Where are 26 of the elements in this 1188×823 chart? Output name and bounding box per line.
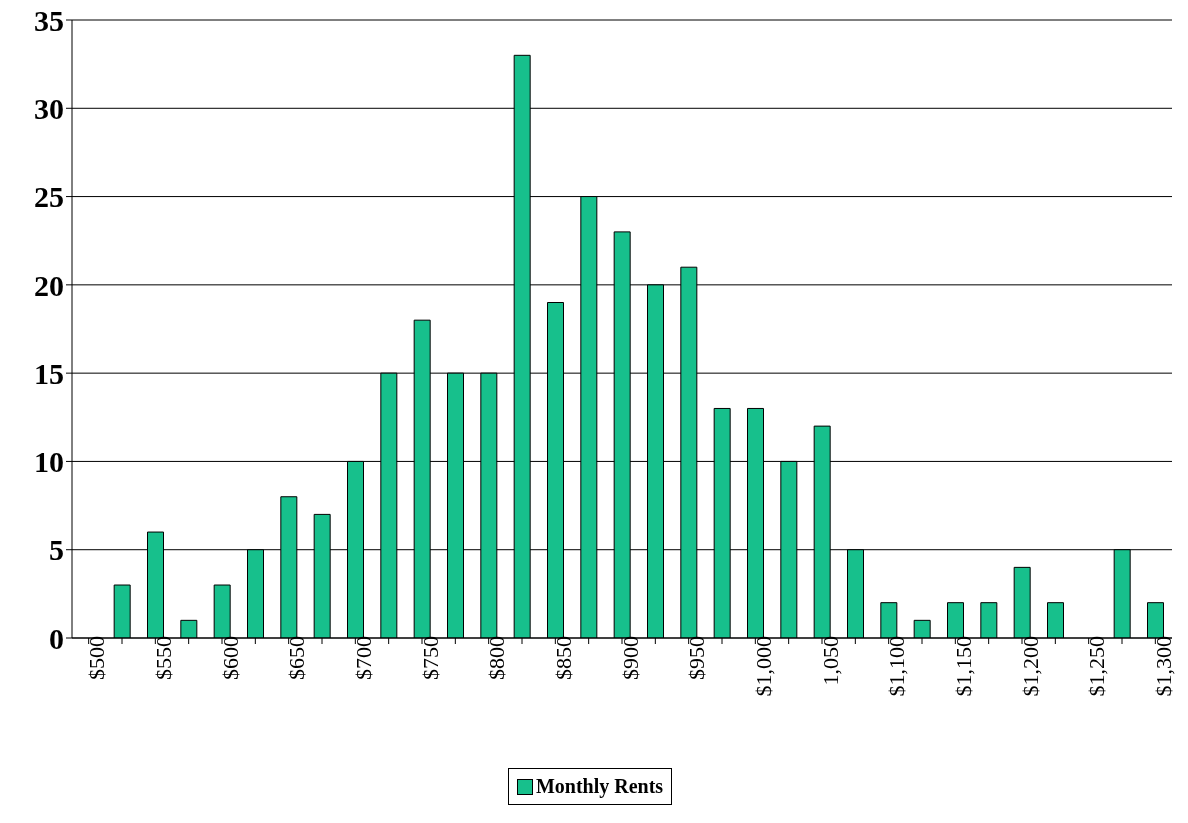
x-tick-label: $1,150: [950, 636, 976, 697]
y-tick-label: 10: [34, 445, 64, 479]
y-tick-label: 35: [34, 3, 64, 37]
y-tick-label: 20: [34, 268, 64, 302]
x-tick-label: $1,250: [1084, 636, 1110, 697]
y-tick-label: 30: [34, 91, 64, 125]
x-tick-label: $600: [217, 636, 243, 680]
x-tick-label: $1,200: [1017, 636, 1043, 697]
x-tick-label: $850: [550, 636, 576, 680]
x-tick-label: $750: [417, 636, 443, 680]
legend-label: Monthly Rents: [534, 775, 664, 798]
y-tick-label: 15: [34, 356, 64, 390]
x-tick-label: $800: [484, 636, 510, 680]
x-tick-label: $700: [350, 636, 376, 680]
x-tick-label: $500: [84, 636, 110, 680]
x-tick-label: 1,050: [817, 636, 843, 686]
x-tick-label: $900: [617, 636, 643, 680]
y-tick-label: 5: [49, 533, 64, 567]
y-tick-label: 0: [49, 621, 64, 655]
x-tick-label: $1,300: [1150, 636, 1176, 697]
x-tick-label: $950: [684, 636, 710, 680]
y-tick-label: 25: [34, 180, 64, 214]
x-tick-label: $550: [150, 636, 176, 680]
x-tick-label: $1,000: [750, 636, 776, 697]
x-tick-label: $1,100: [884, 636, 910, 697]
x-tick-label: $650: [284, 636, 310, 680]
